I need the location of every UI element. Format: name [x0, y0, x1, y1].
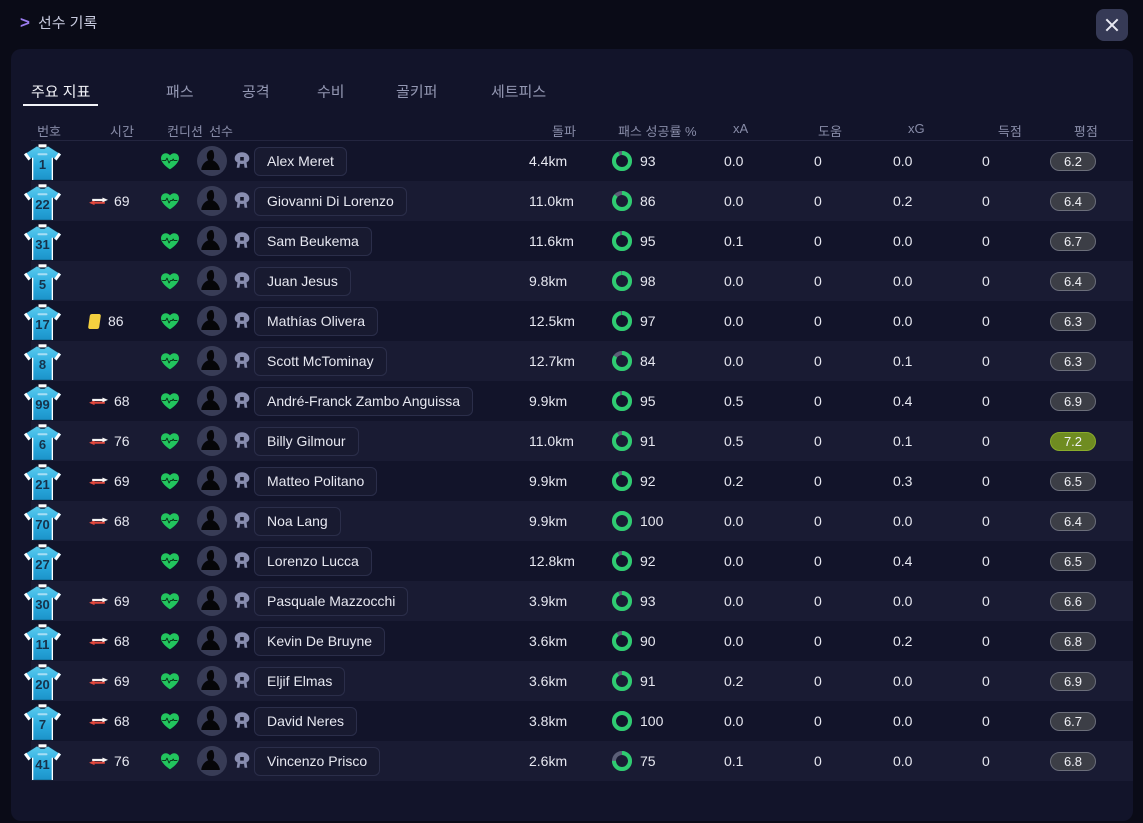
svg-text:70: 70	[35, 517, 49, 532]
svg-text:6: 6	[38, 437, 45, 452]
svg-text:21: 21	[35, 477, 49, 492]
svg-text:22: 22	[35, 197, 49, 212]
svg-text:41: 41	[35, 757, 49, 772]
svg-text:27: 27	[35, 557, 49, 572]
svg-text:8: 8	[38, 357, 45, 372]
svg-text:17: 17	[35, 317, 49, 332]
svg-text:20: 20	[35, 677, 49, 692]
svg-text:5: 5	[38, 277, 45, 292]
svg-text:11: 11	[35, 637, 49, 652]
svg-text:31: 31	[35, 237, 49, 252]
svg-text:30: 30	[35, 597, 49, 612]
svg-text:1: 1	[38, 157, 45, 172]
svg-text:99: 99	[35, 397, 49, 412]
svg-text:7: 7	[38, 717, 45, 732]
